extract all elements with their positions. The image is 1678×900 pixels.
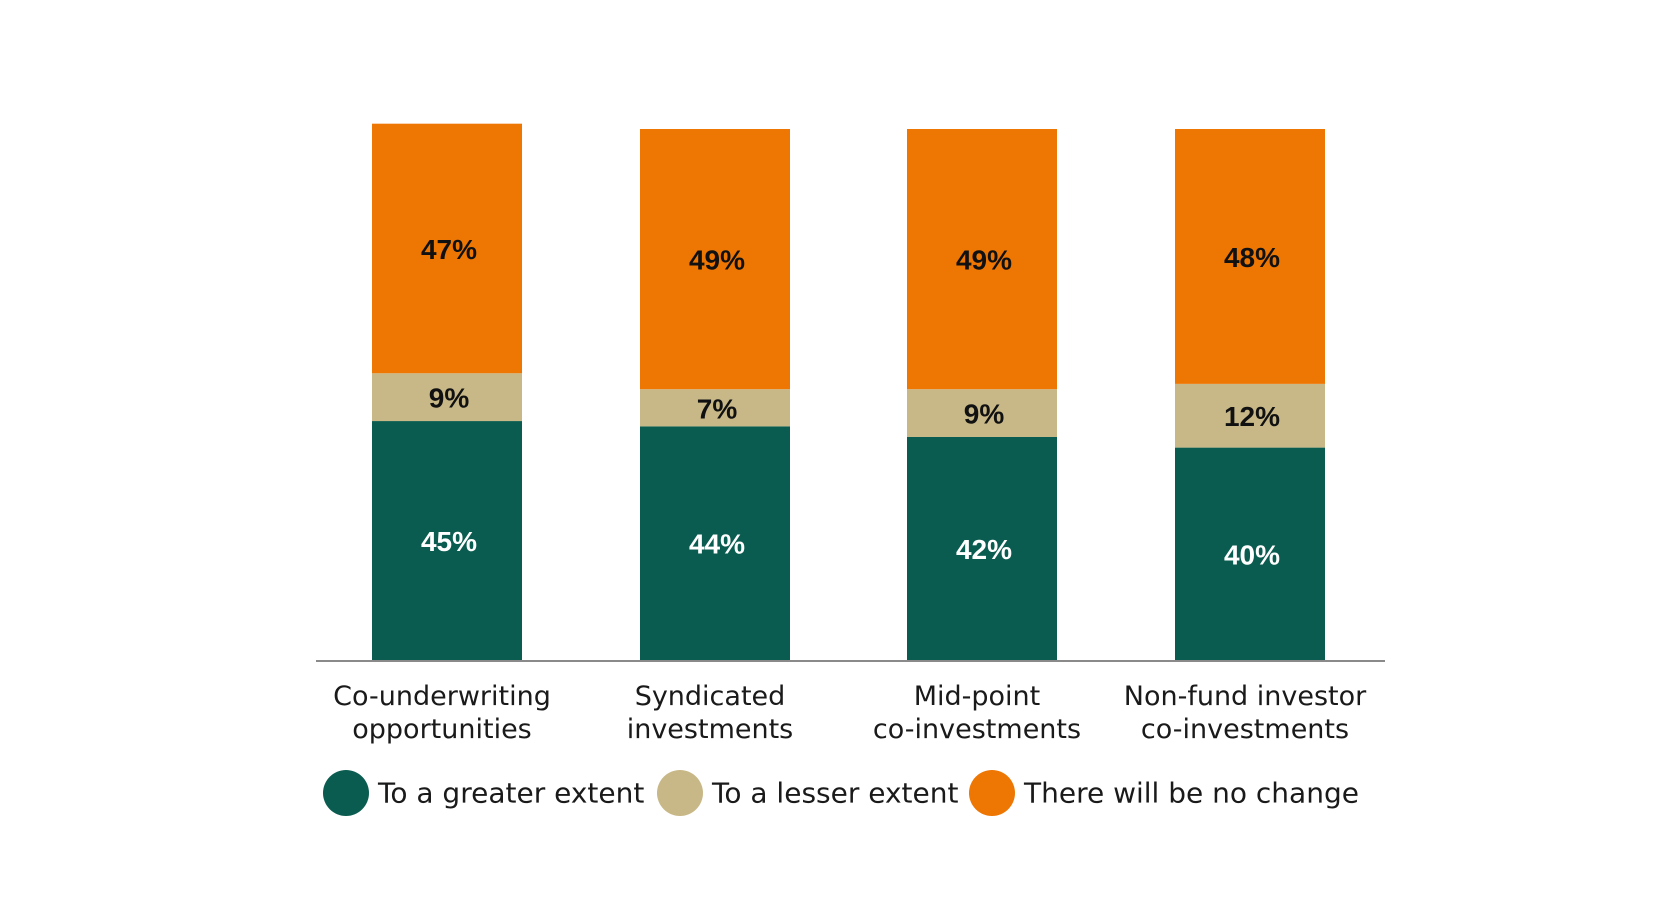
bar-segment-1-cat-3 [907,436,1057,660]
category-label-1-line-2: opportunities [352,714,532,745]
data-label-1-cat-2: 44% [689,529,745,560]
bar-segment-2-cat-1 [372,373,522,422]
bar-segment-3-cat-1 [372,123,522,374]
bar-segment-2-cat-2 [640,389,790,427]
category-label-3-line-2: co-investments [873,714,1081,745]
legend-label-1: To a greater extent [377,777,644,810]
data-label-1-cat-1: 45% [421,526,477,557]
data-label-3-cat-3: 49% [956,245,1012,276]
category-label-1-line-1: Co-underwriting [333,681,551,712]
category-label-2-line-2: investments [627,714,794,745]
category-label-4-line-2: co-investments [1141,714,1349,745]
bar-segment-2-cat-4 [1175,383,1325,448]
data-label-3-cat-1: 47% [421,234,477,265]
bar-segment-1-cat-1 [372,421,522,660]
bar-segment-3-cat-2 [640,129,790,390]
legend-label-3: There will be no change [1023,777,1359,810]
legend-label-2: To a lesser extent [711,777,959,810]
legend-swatch-3 [969,770,1015,816]
bar-segment-1-cat-4 [1175,447,1325,660]
bar-segment-3-cat-4 [1175,129,1325,384]
legend-swatch-2 [657,770,703,816]
legend: To a greater extent To a lesser extent The… [323,770,1359,816]
segment-labels-group: 45% 9% 47% 44% 7% 49% 42% 9% 49% 40% 12% 48% [421,234,1280,570]
category-label-4-line-1: Non-fund investor [1124,681,1367,712]
bars-group [372,123,1325,660]
bar-segment-1-cat-2 [640,426,790,660]
data-label-1-cat-3: 42% [956,534,1012,565]
data-label-3-cat-4: 48% [1224,242,1280,273]
data-label-3-cat-2: 49% [689,245,745,276]
data-label-2-cat-1: 9% [429,383,470,414]
data-label-2-cat-2: 7% [697,393,738,424]
data-label-2-cat-3: 9% [964,399,1005,430]
data-label-1-cat-4: 40% [1224,539,1280,570]
data-label-2-cat-4: 12% [1224,401,1280,432]
bar-segment-2-cat-3 [907,389,1057,437]
bar-segment-3-cat-3 [907,129,1057,390]
category-label-2-line-1: Syndicated [635,681,786,712]
legend-swatch-1 [323,770,369,816]
category-label-3-line-1: Mid-point [914,681,1041,712]
